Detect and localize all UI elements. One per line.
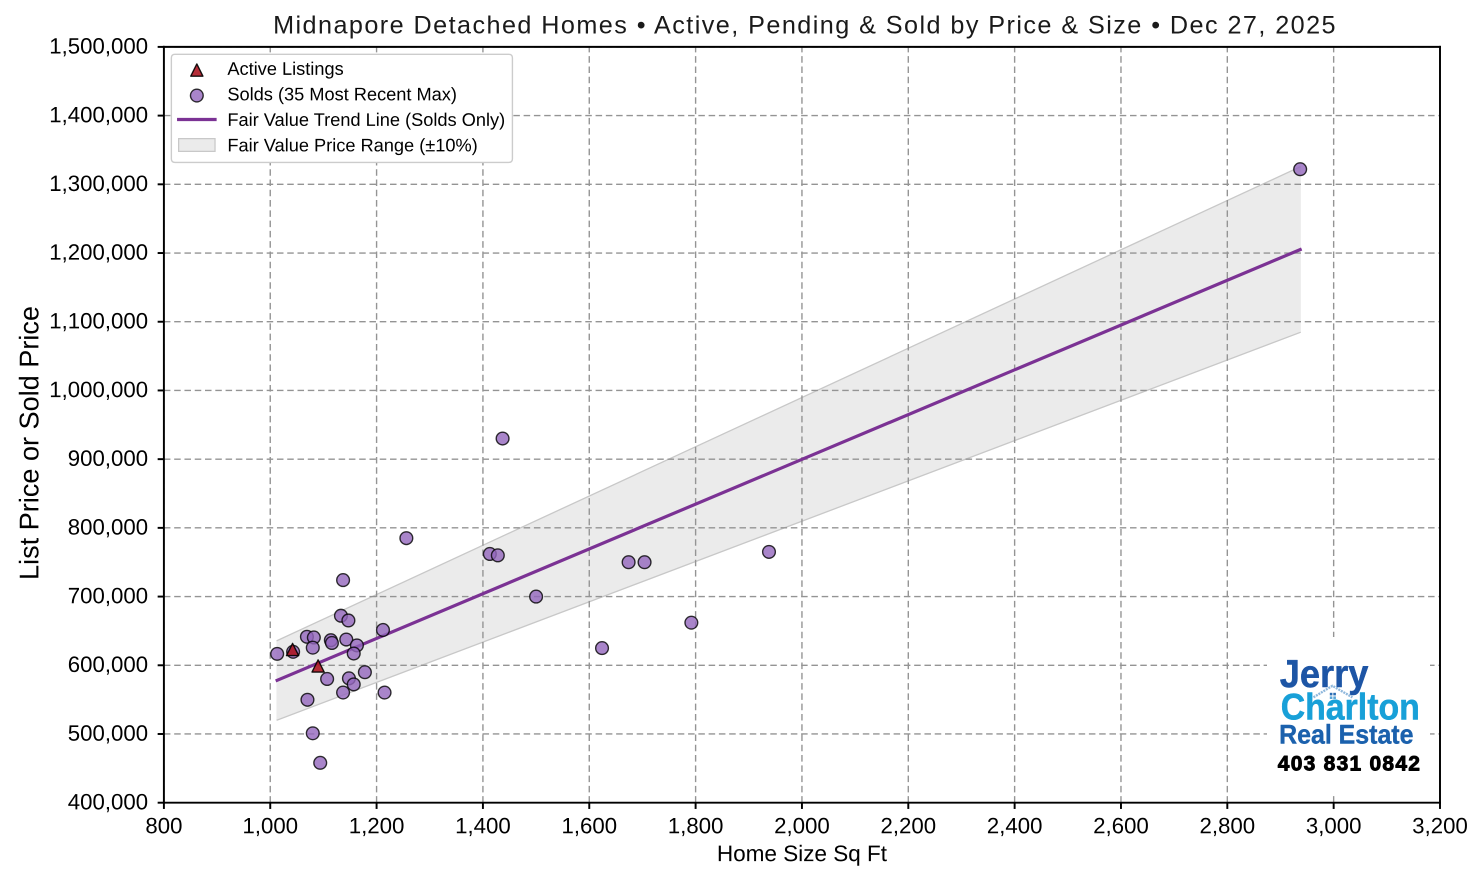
- svg-text:Charlton: Charlton: [1281, 686, 1420, 728]
- svg-text:403 831 0842: 403 831 0842: [1278, 752, 1421, 775]
- svg-text:Midnapore Detached Homes • Act: Midnapore Detached Homes • Active, Pendi…: [273, 11, 1337, 39]
- svg-text:Real Estate: Real Estate: [1279, 721, 1413, 750]
- svg-text:Jerry: Jerry: [1280, 652, 1369, 695]
